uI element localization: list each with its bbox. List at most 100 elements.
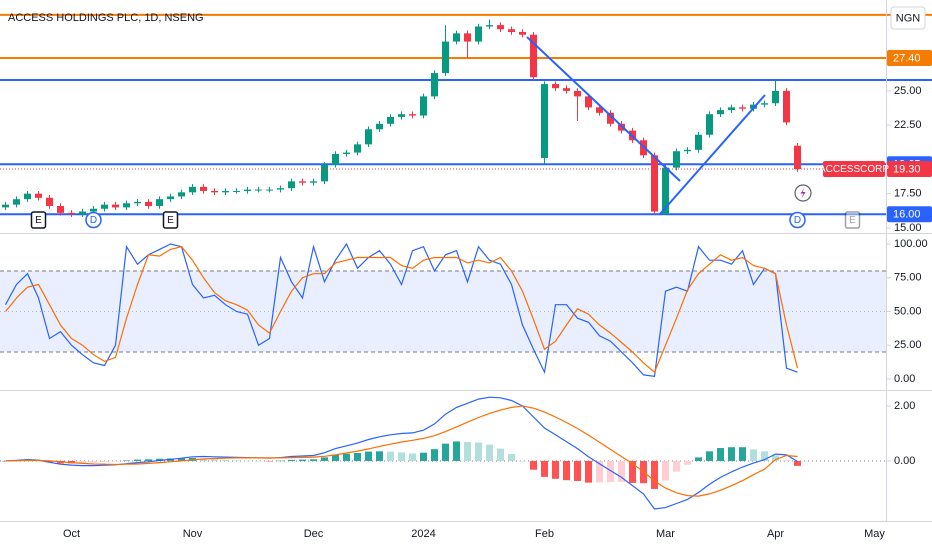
histogram-bar (695, 457, 702, 461)
alert-icon (794, 184, 812, 202)
symbol-label: ACCESSCORP (819, 164, 889, 175)
event-label: E (35, 215, 42, 226)
y-tick-label: 2.00 (894, 400, 915, 412)
histogram-bar (508, 454, 515, 461)
candle-body (464, 33, 471, 42)
y-tick-label: 15.00 (894, 222, 922, 234)
histogram-bar (112, 460, 119, 462)
candle-body (68, 212, 75, 215)
candle-body (332, 153, 339, 165)
histogram-bar (475, 442, 482, 461)
candle-body (530, 34, 537, 78)
x-tick-label: Dec (304, 528, 324, 540)
candle-body (596, 107, 603, 113)
candle-body (508, 29, 515, 32)
candle-body (321, 164, 328, 182)
symbol-tag (823, 161, 885, 178)
histogram-bar (497, 448, 504, 461)
candle-body (167, 196, 174, 200)
histogram-bar (255, 460, 262, 462)
candle-body (387, 116, 394, 124)
candle-body (585, 96, 592, 108)
histogram-bar (211, 459, 218, 461)
candle-body (134, 201, 141, 204)
histogram-bar (453, 441, 460, 461)
y-tick-label: 17.50 (894, 188, 922, 200)
histogram-bar (277, 460, 284, 462)
histogram-bar (321, 457, 328, 461)
histogram-bar (233, 460, 240, 461)
candle-body (90, 208, 97, 212)
candle-body (794, 145, 801, 170)
candle-body (101, 204, 108, 209)
candle-body (123, 203, 130, 208)
candle-body (178, 192, 185, 197)
candle-body (541, 84, 548, 159)
histogram-bar (376, 451, 383, 461)
histogram-bar (618, 460, 625, 482)
candle-body (2, 204, 9, 208)
histogram-bar (442, 443, 449, 461)
histogram-bar (673, 460, 680, 472)
x-tick-label: Oct (63, 528, 80, 540)
candle-body (607, 112, 614, 124)
histogram-bar (750, 449, 757, 461)
histogram-bar (629, 460, 636, 483)
histogram-bar (563, 460, 570, 481)
candle-body (486, 25, 493, 27)
candle-body (783, 90, 790, 123)
candle-body (739, 107, 746, 109)
candle-body (475, 26, 482, 42)
event-label: D (90, 215, 97, 226)
y-tick-label: 25.00 (894, 339, 922, 351)
candle-body (112, 204, 119, 208)
candle-body (772, 90, 779, 104)
y-tick-label: 25.00 (894, 85, 922, 97)
histogram-bar (387, 451, 394, 461)
price-level-label: 27.40 (893, 52, 921, 64)
histogram-bar (145, 459, 152, 461)
histogram-bar (200, 458, 207, 461)
event-marker (85, 211, 102, 229)
indicator-line (5, 396, 798, 510)
candle-body (156, 199, 163, 207)
histogram-bar (794, 460, 801, 466)
candle-body (519, 31, 526, 35)
candle-body (354, 144, 361, 153)
currency-label: NGN (896, 12, 921, 24)
candle-body (761, 103, 768, 105)
candle-body (695, 134, 702, 150)
histogram-bar (46, 460, 53, 463)
current-price-label: 19.30 (893, 163, 921, 175)
histogram-bar (398, 452, 405, 461)
candle-body (376, 123, 383, 130)
x-tick-label: Mar (656, 528, 675, 540)
candle-body (552, 84, 559, 89)
candle-body (717, 110, 724, 115)
histogram-bar (310, 459, 317, 461)
price-level-tag (887, 206, 932, 223)
trend-line (659, 94, 766, 215)
indicator-line (5, 405, 798, 497)
candle-body (684, 149, 691, 152)
candle-body (453, 33, 460, 42)
histogram-bar (288, 459, 295, 461)
x-tick-label: Nov (183, 528, 203, 540)
histogram-bar (343, 453, 350, 461)
histogram-bar (486, 444, 493, 461)
histogram-bar (299, 459, 306, 461)
histogram-bar (2, 460, 9, 462)
candle-body (651, 155, 658, 212)
histogram-bar (123, 460, 130, 461)
histogram-bar (783, 460, 790, 461)
histogram-bar (530, 460, 537, 470)
histogram-bar (332, 454, 339, 461)
histogram-bar (772, 455, 779, 461)
y-tick-label: 100.00 (894, 238, 928, 250)
histogram-bar (541, 460, 548, 477)
histogram-bar (761, 451, 768, 461)
histogram-bar (651, 460, 658, 489)
candle-body (244, 189, 251, 191)
price-level-tag (887, 50, 932, 67)
